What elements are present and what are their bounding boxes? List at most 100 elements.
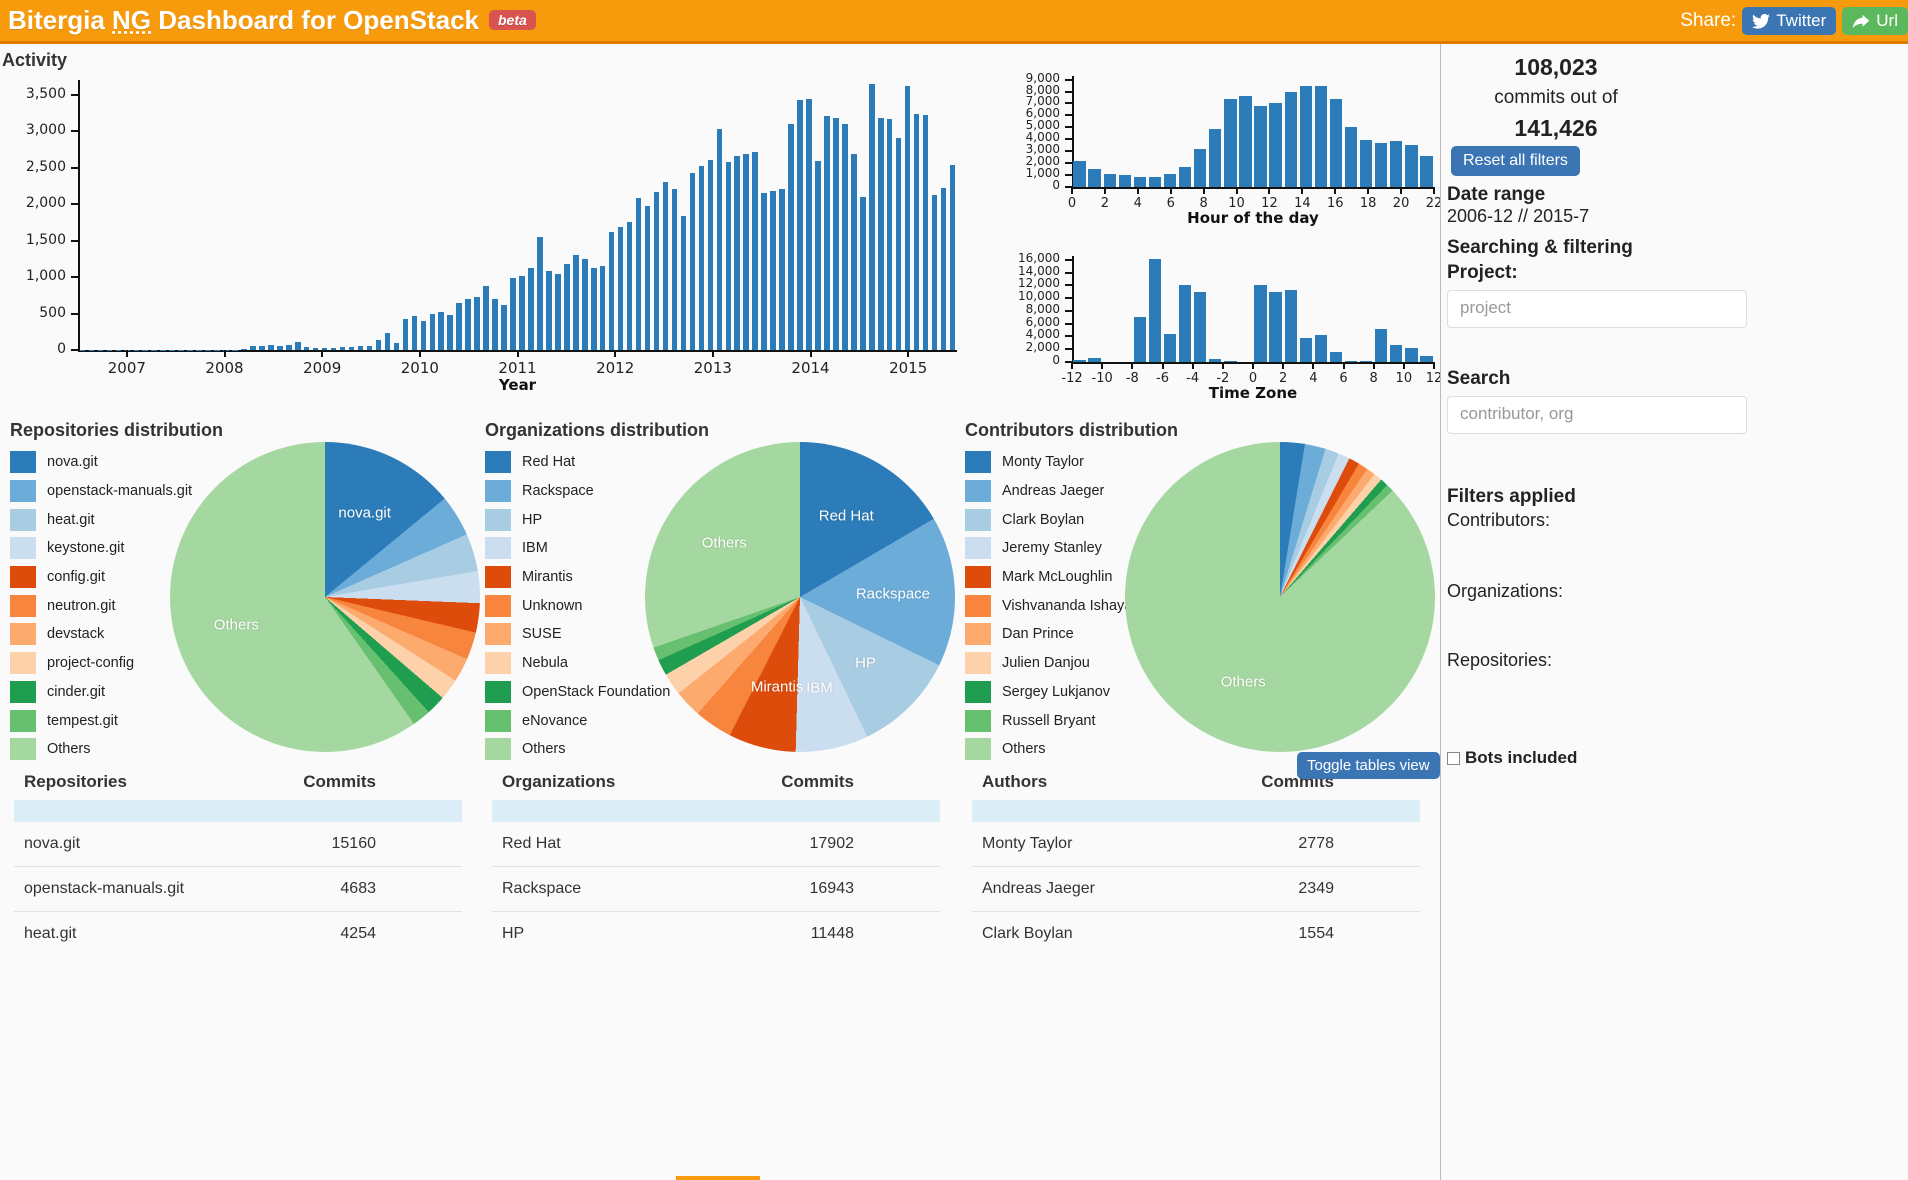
bar[interactable] xyxy=(1284,289,1297,362)
bar[interactable] xyxy=(250,345,256,350)
bar[interactable] xyxy=(1073,359,1086,362)
bar[interactable] xyxy=(1224,361,1237,362)
bar[interactable] xyxy=(375,339,382,350)
bar[interactable] xyxy=(590,267,597,350)
legend-item[interactable]: Monty Taylor xyxy=(965,448,1195,477)
bar[interactable] xyxy=(913,113,920,350)
bar[interactable] xyxy=(348,346,355,350)
bar[interactable] xyxy=(483,285,489,350)
bar[interactable] xyxy=(366,346,373,350)
bar[interactable] xyxy=(1178,166,1192,187)
legend-item[interactable]: heat.git xyxy=(10,505,240,534)
organizations-pie[interactable]: Red Hat Rackspace HP IBM Mirantis Others xyxy=(645,442,955,752)
bar[interactable] xyxy=(617,227,624,350)
bar[interactable] xyxy=(1375,142,1388,187)
table-filter-row[interactable] xyxy=(492,800,940,822)
legend-item[interactable]: Others xyxy=(485,735,715,760)
bar[interactable] xyxy=(573,255,579,350)
bar[interactable] xyxy=(420,320,427,350)
bar[interactable] xyxy=(931,195,938,350)
bar[interactable] xyxy=(1239,95,1252,187)
bar[interactable] xyxy=(1344,361,1358,362)
bar[interactable] xyxy=(860,196,866,350)
bar[interactable] xyxy=(465,298,471,350)
table-cell-name[interactable]: Red Hat xyxy=(492,822,682,867)
organizations-table-col-value[interactable]: Commits xyxy=(781,772,854,791)
legend-item[interactable]: Russell Bryant xyxy=(965,706,1195,735)
bar[interactable] xyxy=(608,231,615,350)
legend-item[interactable]: Rackspace xyxy=(485,477,715,506)
bar[interactable] xyxy=(393,343,400,350)
bar[interactable] xyxy=(653,192,660,350)
legend-item[interactable]: eNovance xyxy=(485,706,715,735)
bar[interactable] xyxy=(1420,355,1433,362)
bar[interactable] xyxy=(1224,98,1237,187)
bar[interactable] xyxy=(680,215,687,350)
bar[interactable] xyxy=(277,345,283,350)
bar[interactable] xyxy=(564,263,570,350)
bar[interactable] xyxy=(797,100,803,350)
table-row[interactable]: Monty Taylor 2778 xyxy=(972,822,1420,867)
bar[interactable] xyxy=(268,345,274,350)
bar[interactable] xyxy=(815,161,821,350)
table-cell-name[interactable]: openstack-manuals.git xyxy=(14,866,239,912)
table-row[interactable]: Andreas Jaeger 2349 xyxy=(972,866,1420,912)
bar[interactable] xyxy=(1163,174,1177,187)
legend-item[interactable]: Dan Prince xyxy=(965,620,1195,649)
share-url-button[interactable]: Url xyxy=(1842,7,1908,35)
bar[interactable] xyxy=(752,152,758,350)
bar[interactable] xyxy=(1299,86,1312,187)
bar[interactable] xyxy=(1314,86,1328,187)
legend-item[interactable]: Mirantis xyxy=(485,563,715,592)
legend-item[interactable]: Jeremy Stanley xyxy=(965,534,1195,563)
bar[interactable] xyxy=(851,154,857,350)
repositories-pie[interactable]: nova.git Others xyxy=(170,442,480,752)
bar[interactable] xyxy=(286,344,292,350)
toggle-tables-view-button[interactable]: Toggle tables view xyxy=(1297,752,1440,779)
bar[interactable] xyxy=(1405,144,1418,187)
bar[interactable] xyxy=(734,155,741,350)
bar[interactable] xyxy=(447,314,453,350)
bar[interactable] xyxy=(869,84,875,350)
bar[interactable] xyxy=(438,312,445,350)
bar[interactable] xyxy=(1088,168,1101,187)
reset-all-filters-button[interactable]: Reset all filters xyxy=(1451,146,1580,176)
bar[interactable] xyxy=(1269,291,1282,362)
table-row[interactable]: HP 11448 xyxy=(492,912,940,957)
bar[interactable] xyxy=(321,347,328,350)
legend-item[interactable]: Vishvananda Ishaya xyxy=(965,591,1195,620)
bar[interactable] xyxy=(806,98,812,350)
legend-item[interactable]: HP xyxy=(485,505,715,534)
bar[interactable] xyxy=(1148,259,1162,362)
bar[interactable] xyxy=(330,348,337,350)
authors-table-col-name[interactable]: Authors xyxy=(982,772,1048,791)
table-row[interactable]: nova.git 15160 xyxy=(14,822,462,867)
bar[interactable] xyxy=(779,188,785,350)
hour-of-day-bar-chart[interactable]: 0 1,000 2,000 3,000 4,000 5,000 6,000 7,000 8,00… xyxy=(1000,70,1443,235)
bar[interactable] xyxy=(492,298,498,350)
time-zone-bar-chart[interactable]: 0 2,000 4,000 6,000 8,000 10,000 12,000 14,000 1… xyxy=(1000,250,1442,410)
bar[interactable] xyxy=(411,316,418,350)
bar[interactable] xyxy=(725,161,732,350)
bar[interactable] xyxy=(357,346,364,350)
bar[interactable] xyxy=(555,274,561,350)
table-cell-name[interactable]: HP xyxy=(502,925,525,942)
table-cell-name[interactable]: Monty Taylor xyxy=(972,822,1161,867)
bar[interactable] xyxy=(662,182,669,350)
repositories-table-col-name[interactable]: Repositories xyxy=(24,772,127,791)
bar[interactable] xyxy=(1118,175,1131,187)
bar[interactable] xyxy=(671,189,678,350)
bar[interactable] xyxy=(743,153,749,350)
legend-item[interactable]: Nebula xyxy=(485,649,715,678)
bar[interactable] xyxy=(241,349,247,350)
bar[interactable] xyxy=(698,166,705,350)
bar[interactable] xyxy=(537,236,543,350)
bar[interactable] xyxy=(1390,344,1403,362)
bar[interactable] xyxy=(635,198,642,350)
legend-item[interactable]: neutron.git xyxy=(10,591,240,620)
legend-item[interactable]: tempest.git xyxy=(10,706,240,735)
table-row[interactable]: Red Hat 17902 xyxy=(492,822,940,867)
bar[interactable] xyxy=(1314,335,1328,362)
bar[interactable] xyxy=(1133,177,1147,187)
bar[interactable] xyxy=(1133,317,1147,362)
